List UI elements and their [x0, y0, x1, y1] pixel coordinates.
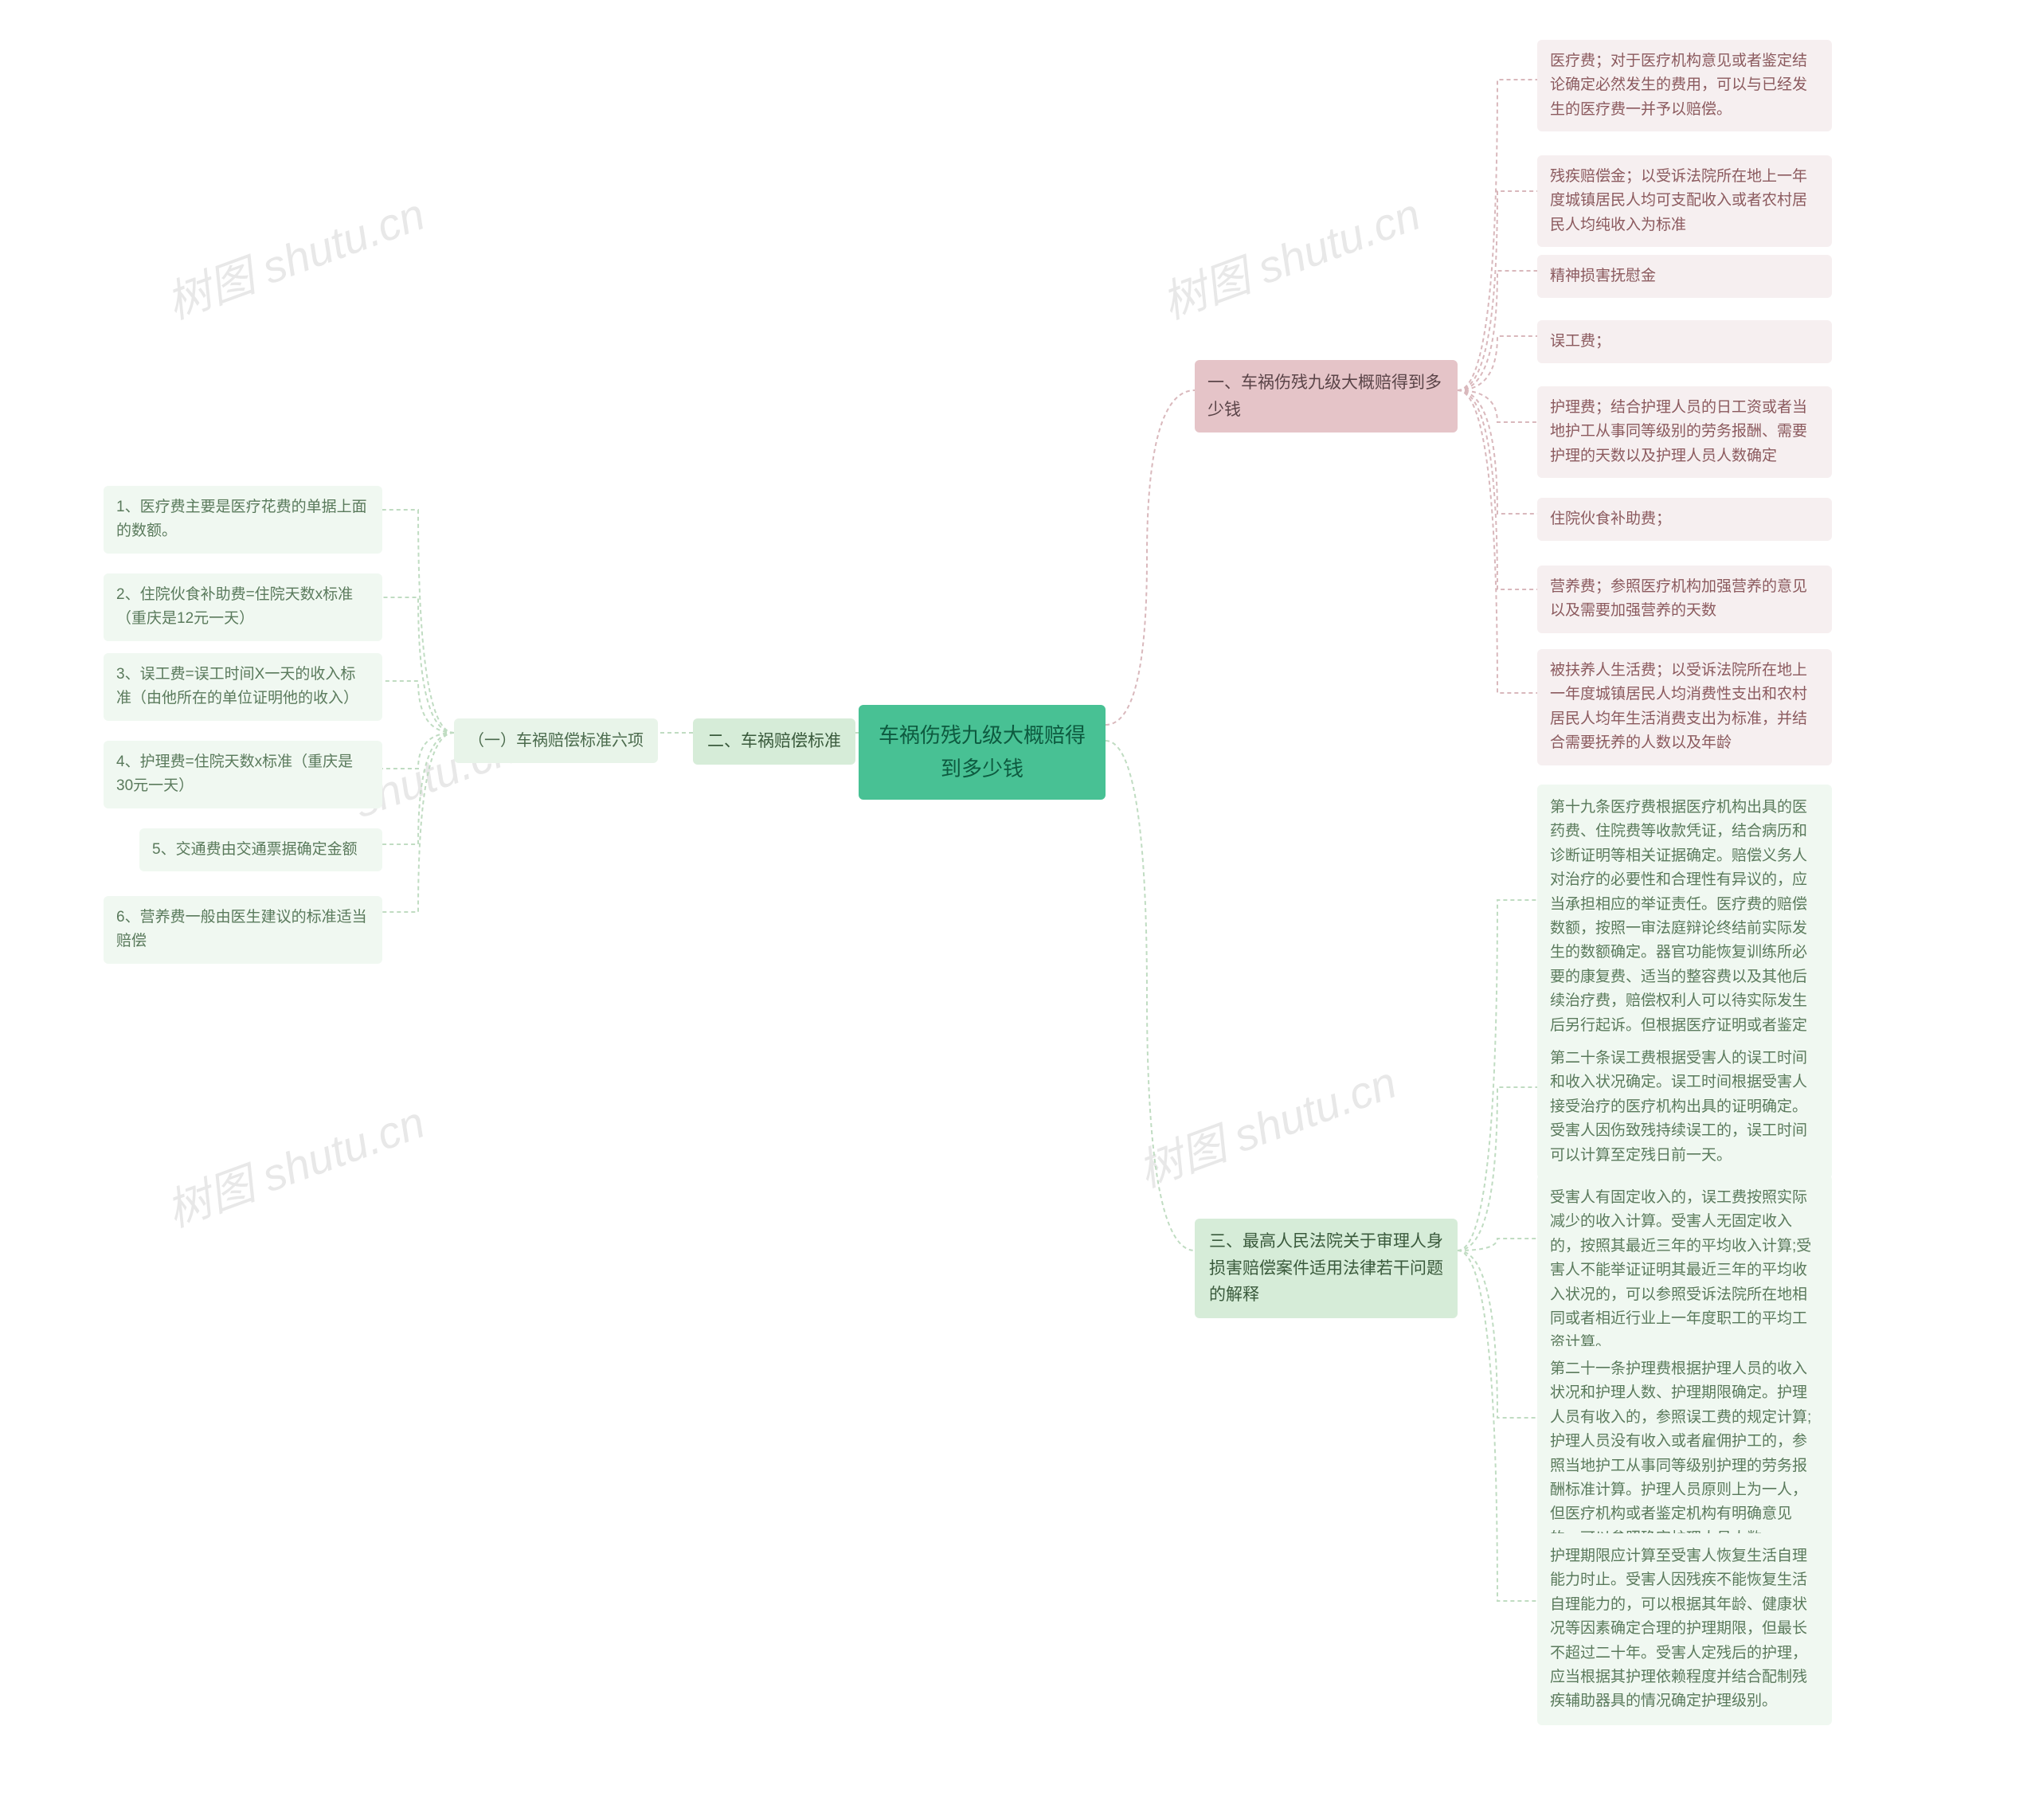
branch-3-leaf: 第二十条误工费根据受害人的误工时间和收入状况确定。误工时间根据受害人接受治疗的医…	[1537, 1035, 1832, 1179]
branch-3-leaf: 护理期限应计算至受害人恢复生活自理能力时止。受害人因残疾不能恢复生活自理能力的，…	[1537, 1533, 1832, 1725]
branch-1: 一、车祸伤残九级大概赔得到多少钱	[1195, 360, 1458, 432]
watermark: 树图 shutu.cn	[1128, 1047, 1404, 1200]
branch-2-leaf: 6、营养费一般由医生建议的标准适当赔偿	[104, 896, 382, 964]
branch-2-leaf: 4、护理费=住院天数x标准（重庆是30元一天）	[104, 741, 382, 808]
branch-3-leaf: 第二十一条护理费根据护理人员的收入状况和护理人数、护理期限确定。护理人员有收入的…	[1537, 1346, 1832, 1562]
watermark: 树图 shutu.cn	[156, 178, 432, 331]
branch-3: 三、最高人民法院关于审理人身损害赔偿案件适用法律若干问题的解释	[1195, 1219, 1458, 1318]
branch-1-leaf: 残疾赔偿金；以受诉法院所在地上一年度城镇居民人均可支配收入或者农村居民人均纯收入…	[1537, 155, 1832, 247]
watermark: 树图 shutu.cn	[156, 1086, 432, 1239]
branch-2-leaf: 3、误工费=误工时间X一天的收入标准（由他所在的单位证明他的收入）	[104, 653, 382, 721]
branch-3-leaf: 受害人有固定收入的，误工费按照实际减少的收入计算。受害人无固定收入的，按照其最近…	[1537, 1175, 1832, 1367]
watermark: 树图 shutu.cn	[1152, 178, 1428, 331]
branch-1-leaf: 医疗费；对于医疗机构意见或者鉴定结论确定必然发生的费用，可以与已经发生的医疗费一…	[1537, 40, 1832, 131]
branch-2-sub: （一）车祸赔偿标准六项	[454, 718, 658, 763]
branch-1-leaf: 精神损害抚慰金	[1537, 255, 1832, 298]
branch-1-leaf: 被扶养人生活费；以受诉法院所在地上一年度城镇居民人均消费性支出和农村居民人均年生…	[1537, 649, 1832, 765]
branch-2: 二、车祸赔偿标准	[693, 718, 855, 765]
branch-1-leaf: 误工费；	[1537, 320, 1832, 363]
branch-1-leaf: 护理费；结合护理人员的日工资或者当地护工从事同等级别的劳务报酬、需要护理的天数以…	[1537, 386, 1832, 478]
branch-2-leaf: 5、交通费由交通票据确定金额	[139, 828, 382, 871]
branch-1-leaf: 住院伙食补助费；	[1537, 498, 1832, 541]
branch-1-leaf: 营养费；参照医疗机构加强营养的意见以及需要加强营养的天数	[1537, 566, 1832, 633]
branch-2-leaf: 2、住院伙食补助费=住院天数x标准（重庆是12元一天）	[104, 573, 382, 641]
center-node: 车祸伤残九级大概赔得到多少钱	[859, 705, 1106, 800]
branch-2-leaf: 1、医疗费主要是医疗花费的单据上面的数额。	[104, 486, 382, 554]
